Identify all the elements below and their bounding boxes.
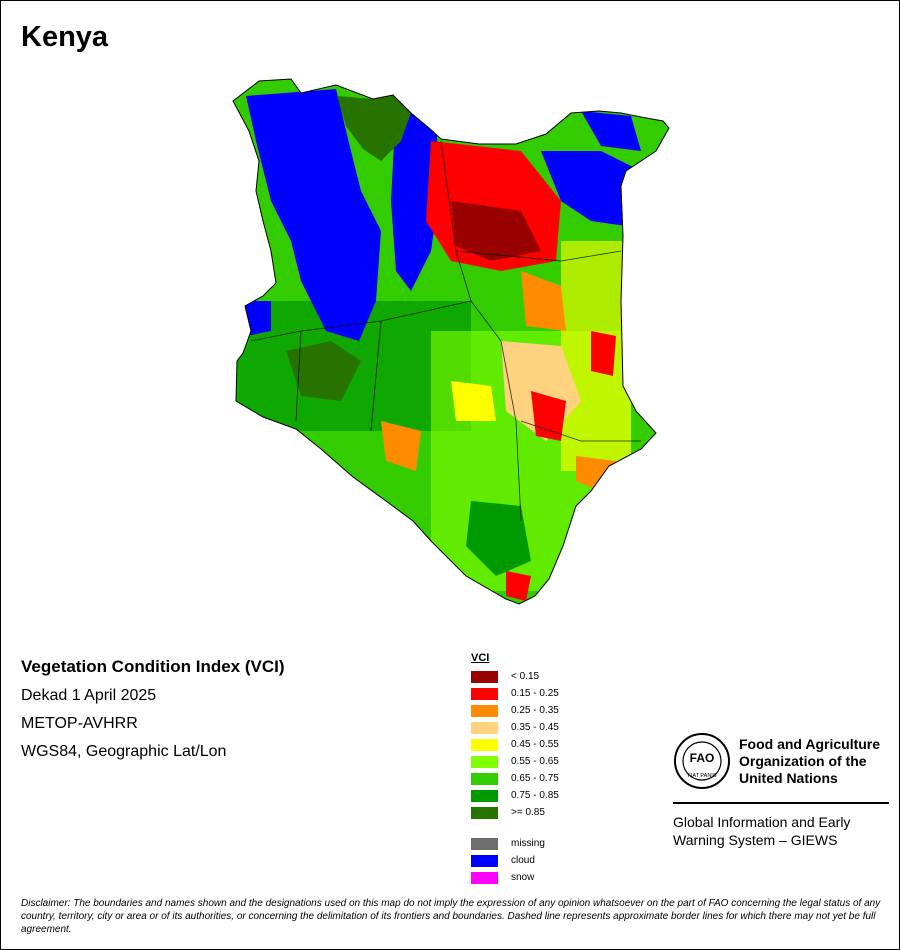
legend-item: missing	[471, 835, 559, 852]
projection-label: WGS84, Geographic Lat/Lon	[21, 743, 227, 760]
legend-item: < 0.15	[471, 668, 559, 685]
giews-name: Global Information and Early Warning Sys…	[673, 814, 851, 848]
sensor-label: METOP-AVHRR	[21, 715, 138, 732]
legend: VCI < 0.15 0.15 - 0.25 0.25 - 0.35 0.35 - 0…	[471, 652, 559, 886]
fao-logo-icon: FAO FIAT PANIS	[674, 733, 730, 789]
legend-label: 0.65 - 0.75	[511, 773, 559, 784]
legend-swatch	[471, 854, 498, 867]
map-title: Kenya	[21, 21, 109, 53]
legend-swatch	[471, 704, 498, 717]
legend-item: 0.15 - 0.25	[471, 685, 559, 702]
legend-label: < 0.15	[511, 671, 540, 682]
legend-swatch	[471, 721, 498, 734]
legend-swatch	[471, 687, 498, 700]
legend-label: 0.45 - 0.55	[511, 739, 559, 750]
admin-boundaries	[250, 140, 641, 522]
legend-swatch	[471, 871, 498, 884]
legend-label: 0.75 - 0.85	[511, 790, 559, 801]
legend-label: 0.35 - 0.45	[511, 722, 559, 733]
legend-item: >= 0.85	[471, 804, 559, 821]
divider	[673, 802, 889, 804]
fao-branding: FAO FIAT PANIS Food and Agriculture Orga…	[673, 732, 889, 849]
index-name: Vegetation Condition Index (VCI)	[21, 657, 285, 676]
legend-swatch	[471, 837, 498, 850]
legend-swatch	[471, 670, 498, 683]
legend-item: 0.75 - 0.85	[471, 787, 559, 804]
legend-label: cloud	[511, 855, 535, 866]
period-label: Dekad 1 April 2025	[21, 687, 157, 704]
legend-label: >= 0.85	[511, 807, 545, 818]
legend-label: 0.15 - 0.25	[511, 688, 559, 699]
org-name: Food and Agriculture Organization of the…	[739, 735, 881, 786]
legend-item: 0.25 - 0.35	[471, 702, 559, 719]
legend-title: VCI	[471, 652, 490, 664]
legend-label: 0.55 - 0.65	[511, 756, 559, 767]
disclaimer: Disclaimer: The boundaries and names sho…	[21, 898, 881, 935]
legend-swatch	[471, 806, 498, 819]
legend-swatch	[471, 755, 498, 768]
legend-swatch	[471, 738, 498, 751]
legend-item: 0.65 - 0.75	[471, 770, 559, 787]
legend-item: cloud	[471, 852, 559, 869]
legend-label: missing	[511, 838, 545, 849]
legend-item: 0.35 - 0.45	[471, 719, 559, 736]
legend-item: 0.45 - 0.55	[471, 736, 559, 753]
fao-logo-text: FAO	[690, 751, 715, 765]
legend-item: 0.55 - 0.65	[471, 753, 559, 770]
legend-swatch	[471, 789, 498, 802]
legend-swatch	[471, 772, 498, 785]
kenya-vci-map	[232, 78, 670, 605]
map-info: Vegetation Condition Index (VCI) Dekad 1…	[21, 657, 285, 771]
legend-item: snow	[471, 869, 559, 886]
legend-label: snow	[511, 872, 535, 883]
vci-raster	[233, 79, 669, 604]
fao-logo-ring-text: FIAT PANIS	[687, 773, 716, 779]
legend-label: 0.25 - 0.35	[511, 705, 559, 716]
